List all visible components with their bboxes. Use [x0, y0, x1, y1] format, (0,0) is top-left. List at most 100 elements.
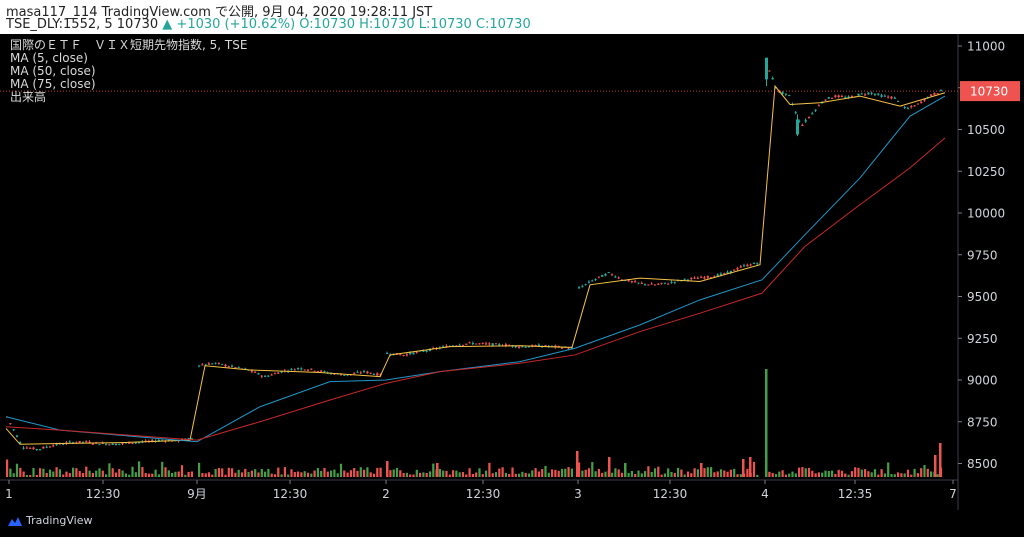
candle-body — [660, 282, 663, 284]
volume-bar — [811, 470, 814, 477]
volume-bar — [601, 472, 604, 477]
candle-body — [923, 98, 926, 101]
volume-bar — [867, 471, 870, 477]
candle-body — [771, 78, 774, 80]
volume-bar — [650, 471, 653, 477]
volume-bar — [379, 467, 382, 477]
volume-bar — [840, 470, 844, 477]
candle-body — [29, 447, 32, 449]
volume-bar — [798, 467, 801, 477]
volume-bar — [19, 467, 22, 477]
volume-bar — [624, 463, 627, 477]
volume-bar — [837, 469, 840, 477]
candle-body — [537, 344, 540, 347]
volume-bar — [290, 469, 293, 477]
volume-bar — [254, 469, 257, 477]
volume-bar — [890, 474, 893, 477]
candle-body — [85, 441, 88, 443]
volume-bar — [611, 472, 614, 477]
volume-bar — [171, 472, 174, 477]
volume-bar — [257, 472, 260, 477]
candle-body — [867, 92, 870, 95]
legend-ma50[interactable]: MA (50, close) — [10, 64, 96, 78]
candle-body — [323, 371, 326, 373]
volume-bar — [900, 473, 903, 477]
volume-bar — [204, 473, 207, 477]
volume-bar — [277, 467, 280, 477]
volume-bar — [491, 473, 494, 477]
volume-bar — [821, 472, 824, 477]
candle-body — [847, 96, 850, 98]
candle-body — [673, 281, 676, 283]
candle-body — [88, 441, 91, 444]
candle-body — [198, 365, 201, 367]
volume-bar — [184, 474, 187, 477]
legend-volume[interactable]: 出来高 — [10, 90, 47, 104]
volume-bar — [468, 468, 471, 477]
candle-body — [630, 281, 633, 283]
candle-body — [933, 93, 936, 95]
candle-body — [52, 445, 55, 447]
candle-body — [157, 440, 160, 442]
candle-body — [363, 370, 366, 372]
candle-body — [15, 435, 19, 438]
chart-legend: 国際のＥＴＦ ＶＩＸ短期先物指数, 5, TSE MA (5, close) M… — [10, 39, 247, 104]
volume-bar — [910, 474, 913, 477]
volume-bar — [237, 469, 240, 477]
candle-body — [415, 351, 418, 353]
volume-bar — [346, 472, 349, 477]
volume-bar — [617, 469, 620, 477]
candle-body — [211, 363, 214, 365]
candle-body — [611, 274, 614, 276]
candle-body — [293, 369, 296, 371]
volume-bar — [134, 472, 137, 477]
candle-body — [310, 368, 313, 370]
legend-ma5[interactable]: MA (5, close) — [10, 51, 88, 65]
candle-body — [290, 368, 293, 370]
volume-bar — [9, 468, 12, 477]
volume-bar — [481, 474, 484, 477]
candle-body — [693, 277, 696, 279]
candle-body — [939, 89, 943, 92]
volume-bar — [336, 473, 339, 477]
candle-body — [366, 371, 369, 374]
candle-body — [458, 344, 461, 346]
volume-bar — [713, 472, 716, 477]
volume-bar — [844, 473, 847, 477]
volume-bar — [604, 471, 607, 477]
candle-body — [840, 96, 844, 98]
last-price-label: 10730 — [970, 85, 1008, 99]
price-chart[interactable]: 8500 8750 9000 9250 9500 9750 10000 10250 10500 1… — [0, 34, 1024, 510]
chart-area[interactable]: 8500 8750 9000 9250 9500 9750 10000 10250 10500 1… — [0, 34, 1024, 510]
candle-body — [647, 284, 650, 286]
volume-bar — [330, 470, 333, 477]
candle-body — [723, 273, 726, 275]
time-tick-label: 7 — [949, 487, 957, 501]
volume-bar — [438, 468, 441, 477]
volume-bar — [164, 467, 167, 477]
volume-bar — [683, 474, 686, 477]
up-arrow-icon: ▲ — [162, 17, 173, 32]
volume-bar — [657, 466, 660, 477]
volume-bar — [39, 468, 42, 477]
volume-bar — [405, 472, 408, 477]
legend-title[interactable]: 国際のＥＴＦ ＶＩＸ短期先物指数, 5, TSE — [10, 38, 248, 52]
volume-bar — [864, 469, 867, 477]
volume-bar — [726, 471, 729, 477]
volume-bar — [742, 459, 745, 477]
tradingview-brand[interactable]: TradingView — [8, 514, 92, 527]
candle-body — [551, 345, 554, 347]
candle-body — [343, 374, 346, 376]
candle-body — [883, 95, 886, 97]
volume-bar — [12, 473, 15, 477]
volume-bar — [771, 473, 774, 477]
volume-bar — [190, 471, 193, 477]
candle-body — [920, 101, 923, 103]
volume-bar — [157, 474, 160, 477]
volume-bar — [680, 469, 683, 477]
volume-bar — [273, 474, 277, 477]
volume-bar — [594, 471, 597, 477]
legend-ma75[interactable]: MA (75, close) — [10, 77, 96, 91]
price-tick-label: 9250 — [967, 332, 998, 346]
volume-bar — [214, 468, 217, 477]
